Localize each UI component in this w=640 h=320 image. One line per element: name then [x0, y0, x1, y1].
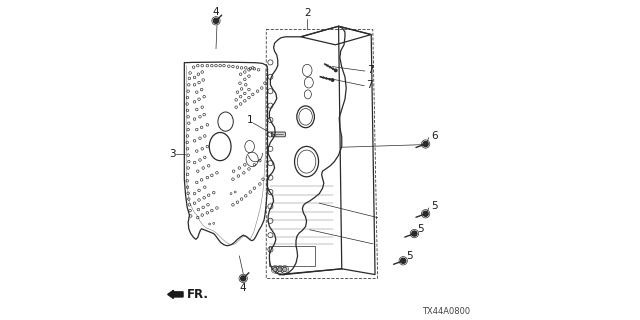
- Circle shape: [412, 231, 417, 236]
- Circle shape: [278, 267, 282, 272]
- FancyBboxPatch shape: [271, 132, 285, 137]
- Text: 4: 4: [212, 7, 219, 17]
- Text: 7: 7: [366, 80, 373, 90]
- Circle shape: [335, 69, 337, 72]
- Text: 5: 5: [406, 251, 412, 261]
- Circle shape: [423, 141, 428, 147]
- Circle shape: [273, 267, 278, 272]
- Text: TX44A0800: TX44A0800: [422, 307, 470, 316]
- Text: 5: 5: [418, 224, 424, 234]
- FancyArrow shape: [168, 291, 183, 298]
- Circle shape: [332, 79, 334, 81]
- Circle shape: [423, 211, 428, 216]
- Text: 4: 4: [240, 283, 246, 293]
- Circle shape: [401, 258, 406, 263]
- Circle shape: [283, 267, 287, 272]
- Circle shape: [241, 276, 246, 281]
- Text: 3: 3: [170, 148, 176, 159]
- Bar: [269, 246, 315, 266]
- Text: 2: 2: [304, 8, 310, 19]
- Circle shape: [214, 18, 219, 23]
- Text: 6: 6: [431, 131, 438, 141]
- Text: FR.: FR.: [187, 288, 209, 301]
- Text: 5: 5: [431, 201, 438, 212]
- Text: 1: 1: [247, 115, 253, 125]
- Text: 7: 7: [367, 65, 374, 75]
